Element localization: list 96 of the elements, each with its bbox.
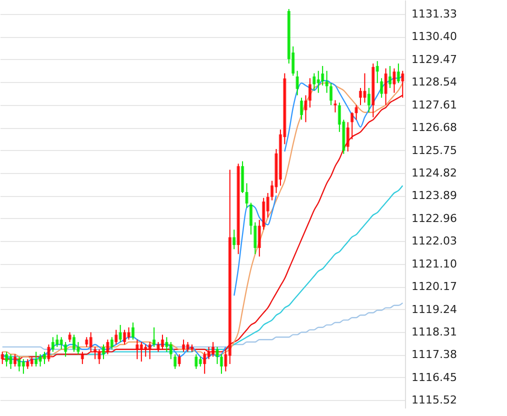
candlestick xyxy=(169,342,172,360)
candlestick xyxy=(308,78,312,108)
candlestick xyxy=(156,342,160,352)
candlestick xyxy=(30,356,34,367)
candlestick xyxy=(148,342,152,360)
y-tick-label: 1115.52 xyxy=(412,394,457,407)
candlestick xyxy=(18,356,21,372)
candlestick xyxy=(106,339,110,355)
candlestick xyxy=(358,87,362,106)
candlestick xyxy=(178,354,181,367)
y-tick-label: 1121.10 xyxy=(412,257,457,270)
candlestick xyxy=(127,326,130,340)
y-tick-label: 1126.68 xyxy=(412,121,457,134)
y-tick-label: 1122.03 xyxy=(412,234,457,248)
candlestick xyxy=(38,354,42,367)
candlestick xyxy=(89,332,92,352)
candlestick xyxy=(321,65,324,86)
candlestick xyxy=(85,336,88,348)
candlestick xyxy=(254,222,257,255)
y-tick-label: 1116.45 xyxy=(412,370,457,384)
candlestick xyxy=(367,87,370,113)
candlestick xyxy=(26,358,30,370)
candlestick xyxy=(0,351,4,365)
candlestick xyxy=(72,334,76,352)
candlestick xyxy=(194,354,198,370)
candlestick xyxy=(47,344,50,362)
candlestick xyxy=(296,70,299,96)
y-tick-label: 1123.89 xyxy=(412,189,457,202)
candlestick xyxy=(42,351,46,365)
candlestick xyxy=(131,322,134,340)
y-tick-label: 1131.33 xyxy=(412,7,457,20)
candlestick xyxy=(64,342,68,358)
candlestick xyxy=(401,70,404,98)
candlestick xyxy=(354,104,358,120)
candlestick xyxy=(60,336,63,350)
candlestick xyxy=(140,342,143,362)
candlestick xyxy=(300,97,304,120)
candlestick xyxy=(118,324,122,343)
y-tick-label: 1119.24 xyxy=(412,302,457,316)
candlestick xyxy=(123,329,126,345)
candlestick xyxy=(220,354,223,374)
candlestick xyxy=(329,82,333,106)
candlestick xyxy=(165,336,168,352)
candlestick xyxy=(304,94,308,123)
candlestick xyxy=(102,344,105,360)
y-tick-label: 1125.75 xyxy=(412,144,457,157)
candlestick xyxy=(380,78,384,98)
candlestick xyxy=(110,336,114,350)
y-tick-label: 1118.31 xyxy=(412,326,457,339)
candlestick xyxy=(9,354,12,370)
candlestick xyxy=(350,112,354,140)
y-tick-label: 1128.54 xyxy=(412,76,457,89)
y-tick-label: 1120.17 xyxy=(412,280,457,294)
candlestick xyxy=(312,72,316,91)
candlestick xyxy=(152,326,156,348)
candlestick xyxy=(384,68,388,106)
y-tick-label: 1129.47 xyxy=(412,52,457,66)
candlestick xyxy=(182,339,186,352)
candlestick xyxy=(363,72,366,104)
candlestick xyxy=(51,336,54,352)
candlestick xyxy=(114,329,118,345)
candlestick xyxy=(198,356,202,367)
candlestick xyxy=(396,63,400,84)
candlestick xyxy=(203,351,206,374)
candlestick xyxy=(160,334,164,350)
candlestick xyxy=(249,202,252,236)
candlestick xyxy=(94,346,97,360)
candlestick xyxy=(174,354,177,370)
candlestick xyxy=(56,334,59,348)
candlestick xyxy=(212,342,215,358)
candlestick xyxy=(22,358,25,374)
y-tick-label: 1124.82 xyxy=(412,166,457,180)
candlestick xyxy=(216,346,219,365)
candlestick xyxy=(34,351,38,367)
candlestick xyxy=(392,68,396,94)
candlestick xyxy=(245,182,248,208)
candlestick xyxy=(98,348,101,365)
candlestick xyxy=(207,346,210,360)
candlestick xyxy=(346,122,350,152)
candlestick xyxy=(388,65,392,88)
y-tick-label: 1130.40 xyxy=(412,30,457,44)
candlestick xyxy=(80,351,84,365)
candlestick xyxy=(136,339,139,360)
candlestick xyxy=(232,229,236,250)
candlestick xyxy=(5,351,8,367)
candlestick xyxy=(334,100,337,113)
candlestick xyxy=(376,60,379,84)
y-tick-label: 1122.96 xyxy=(412,212,457,225)
candlestick xyxy=(325,70,328,94)
candlestick xyxy=(68,332,72,343)
candlestick xyxy=(144,344,148,358)
y-tick-label: 1117.38 xyxy=(412,348,457,362)
candlestick xyxy=(13,354,17,367)
y-tick-label: 1127.61 xyxy=(412,98,457,112)
candlestick xyxy=(316,70,320,94)
candlestick xyxy=(186,342,190,352)
